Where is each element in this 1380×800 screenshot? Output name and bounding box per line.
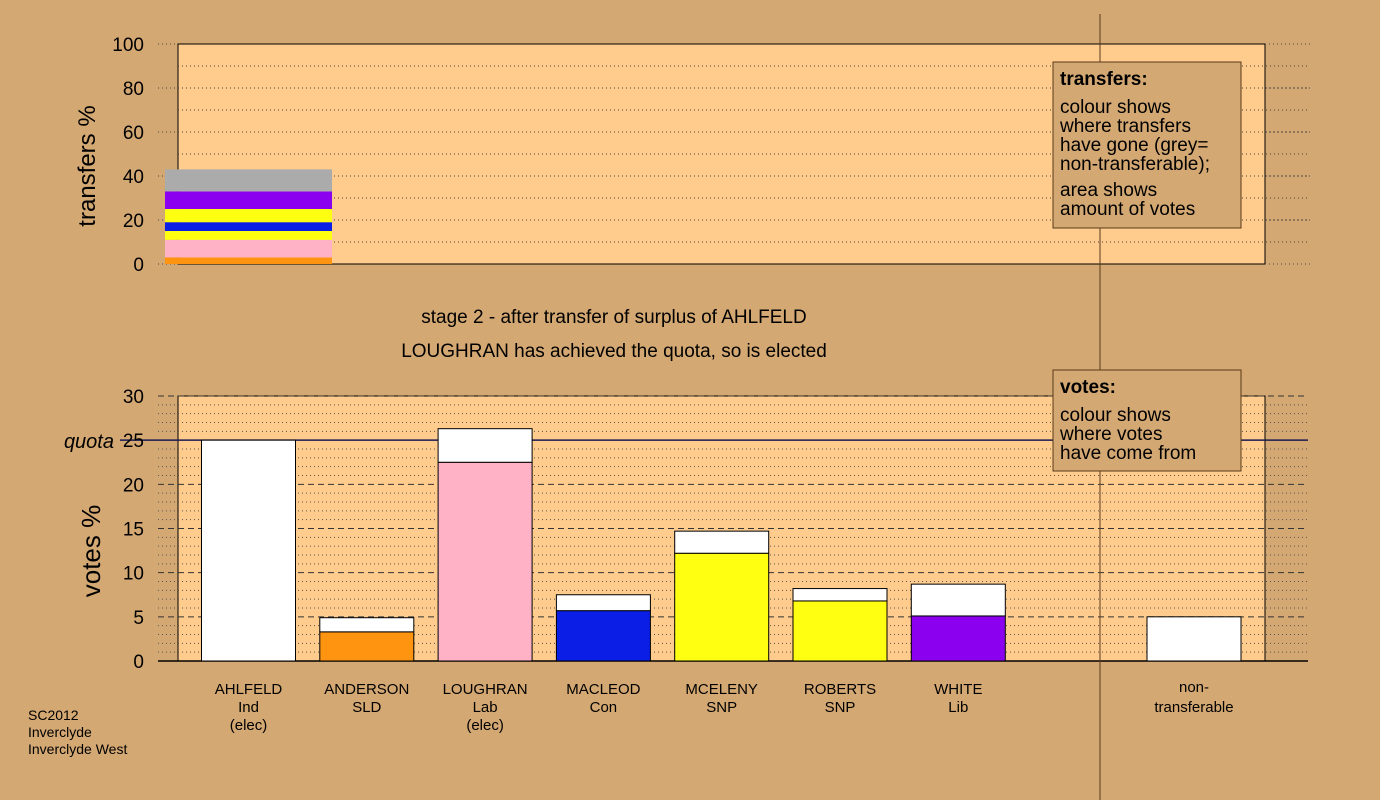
transfer-segment [165,222,332,231]
nontransferable-bar [1146,616,1242,662]
candidate-name: AHLFELD [215,681,283,698]
transfers-tick-label: 0 [133,255,144,276]
votes-tick-label: 30 [123,387,144,408]
stage-text: stage 2 - after transfer of surplus of A… [421,307,806,328]
transfer-segment [165,231,332,240]
votes-x-labels: AHLFELDInd(elec)ANDERSONSLDLOUGHRANLab(e… [215,679,1234,734]
votes-legend-title: votes: [1060,377,1116,398]
transfers-y-ticks: 0 20 40 60 80 100 [112,35,144,276]
transfer-segment [165,239,332,258]
transfers-legend-line: area shows [1060,180,1157,201]
elected-text: LOUGHRAN has achieved the quota, so is e… [401,341,827,362]
vote-bar-transfer [910,583,1006,617]
transfers-legend-line: colour shows [1060,97,1171,118]
votes-y-axis-label: votes % [76,505,106,598]
vote-bar-transfer [555,594,651,612]
candidate-party: Lib [948,699,968,716]
candidate-party: SNP [825,699,856,716]
footer-council: Inverclyde [28,724,92,740]
transfers-tick-label: 60 [123,123,144,144]
votes-tick-label: 15 [123,520,144,541]
transfers-legend-line: non-transferable); [1060,154,1210,175]
candidate-name: MCELENY [685,681,758,698]
transfers-tick-label: 20 [123,211,144,232]
candidate-name: MACLEOD [566,681,640,698]
footer-election: SC2012 [28,707,79,723]
transfers-legend-line: have gone (grey= [1060,135,1208,156]
transfer-segment [165,209,332,223]
nontransferable-label: non- [1179,679,1209,696]
vote-bar-base [201,439,296,662]
transfers-legend-title: transfers: [1060,69,1148,90]
transfer-segment [165,191,332,209]
candidate-name: ROBERTS [804,681,876,698]
vote-bar-base [437,461,533,662]
vote-bar-base [910,615,1006,662]
votes-tick-label: 20 [123,475,144,496]
transfers-tick-label: 100 [112,35,144,56]
footer-ward: Inverclyde West [28,741,127,757]
votes-tick-label: 5 [133,608,144,629]
votes-tick-label: 25 [123,431,144,452]
votes-bars [201,428,1242,662]
transfers-tick-label: 80 [123,79,144,100]
vote-bar-base [555,610,651,662]
vote-bar-base [792,600,888,662]
vote-bar-transfer [319,617,415,633]
vote-bar-transfer [674,530,770,554]
votes-legend-line: have come from [1060,443,1196,464]
vote-bar-base [674,552,770,662]
nontransferable-label: transferable [1154,699,1233,716]
transfers-legend: transfers: colour shows where transfers … [1052,61,1242,229]
votes-tick-label: 10 [123,564,144,585]
vote-bar-base [319,631,415,662]
votes-y-ticks: 0 5 10 15 20 25 30 [123,387,144,673]
candidate-status: (elec) [466,717,504,734]
votes-legend: votes: colour shows where votes have com… [1052,369,1242,472]
transfers-gridlines [158,43,1310,265]
vote-bar-transfer [792,588,888,602]
candidate-party: Ind [238,699,259,716]
votes-legend-line: where votes [1059,424,1162,445]
transfers-bars [165,169,332,264]
transfers-legend-line: amount of votes [1060,199,1195,220]
votes-legend-line: colour shows [1060,405,1171,426]
quota-label: quota [64,431,114,453]
candidate-party: Lab [473,699,498,716]
candidate-name: LOUGHRAN [443,681,528,698]
transfers-y-axis-label: transfers % [74,105,101,226]
transfer-segment [165,169,332,192]
transfers-tick-label: 40 [123,167,144,188]
candidate-party: SLD [352,699,381,716]
candidate-status: (elec) [230,717,268,734]
candidate-name: ANDERSON [324,681,409,698]
candidate-party: Con [590,699,618,716]
transfers-legend-line: where transfers [1059,116,1191,137]
votes-tick-label: 0 [133,652,144,673]
candidate-name: WHITE [934,681,982,698]
vote-bar-transfer [437,428,533,463]
candidate-party: SNP [706,699,737,716]
transfer-segment [165,257,332,264]
